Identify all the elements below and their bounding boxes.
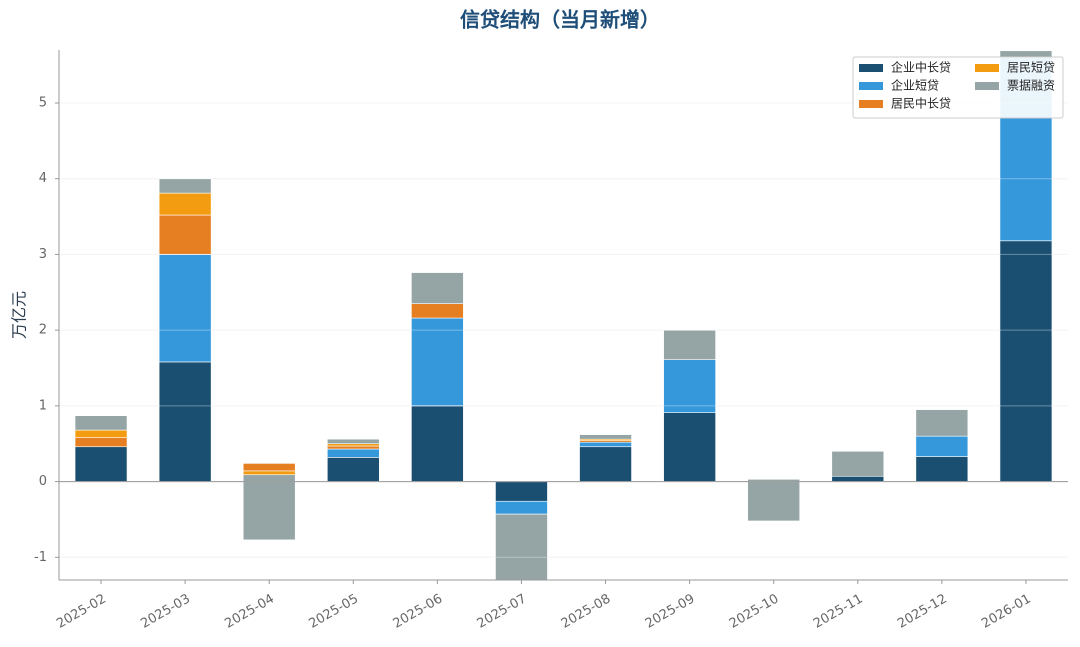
legend-label: 居民中长贷 [891, 96, 951, 111]
bar-segment [411, 303, 464, 319]
bar-segment [663, 412, 716, 482]
bar-segment [242, 474, 296, 541]
x-tick-label: 2025-02 [54, 592, 109, 632]
y-tick-label: 3 [39, 247, 47, 262]
x-tick-label: 2025-10 [727, 592, 782, 632]
x-tick-label: 2025-09 [643, 592, 698, 632]
legend-swatch [975, 64, 999, 72]
bar-segment [831, 475, 885, 482]
bar-segment [915, 435, 969, 457]
bar-segment [747, 478, 801, 522]
bar-segment [579, 434, 632, 440]
bar-segment [411, 272, 464, 304]
bar-segment [158, 254, 212, 363]
bar-segment [326, 457, 380, 482]
bar-segment [915, 456, 969, 482]
bar-segment [326, 443, 380, 447]
legend-label: 居民短贷 [1007, 61, 1055, 75]
bar-segment [242, 470, 296, 476]
x-tick-label: 2025-08 [559, 592, 614, 632]
x-tick-label: 2025-03 [138, 592, 193, 632]
x-tick-label: 2025-11 [811, 592, 866, 632]
y-tick-label: -1 [34, 550, 47, 565]
legend-swatch [859, 82, 883, 90]
legend-label: 票据融资 [1007, 79, 1055, 93]
bar-segment [326, 448, 380, 458]
legend-label: 企业短贷 [891, 78, 939, 93]
y-axis-label: 万亿元 [10, 291, 29, 339]
chart-title: 信贷结构（当月新增） [460, 8, 660, 32]
x-tick-label: 2026-01 [979, 592, 1034, 632]
bar-segment [663, 329, 716, 360]
bar-segment [663, 359, 716, 413]
bar-segment [411, 317, 464, 407]
y-tick-label: 5 [39, 96, 47, 111]
y-tick-label: 1 [39, 398, 47, 413]
y-tick-label: 2 [39, 323, 47, 338]
bar-segment [411, 405, 464, 482]
bar-segment [74, 437, 128, 448]
bar-segment [495, 500, 548, 515]
bar-segment [158, 192, 212, 216]
x-tick-label: 2025-07 [475, 592, 530, 632]
legend-box [852, 56, 1064, 119]
bar-segment [158, 178, 212, 194]
bar-segment [495, 513, 548, 580]
y-tick-label: 4 [39, 171, 47, 186]
bar-segment [158, 361, 212, 482]
legend-label: 企业中长贷 [891, 60, 951, 75]
bar-segment [74, 429, 128, 438]
x-tick-label: 2025-05 [306, 592, 361, 632]
bar-segment [74, 446, 128, 482]
legend-swatch [859, 100, 883, 108]
bar-segment [326, 438, 380, 445]
legend-swatch [975, 82, 999, 90]
bar-segment [915, 409, 969, 437]
y-tick-label: 0 [39, 474, 47, 489]
x-tick-label: 2025-04 [222, 592, 277, 632]
bar-segment [158, 214, 212, 255]
bar-segment [326, 445, 380, 450]
x-tick-label: 2025-06 [391, 592, 446, 632]
bar-segment [242, 463, 296, 472]
bar-segment [999, 240, 1053, 482]
legend-swatch [859, 64, 883, 72]
bar-segment [579, 441, 632, 448]
bar-segment [74, 415, 128, 431]
x-tick-label: 2025-12 [895, 592, 950, 632]
bar-segment [579, 446, 632, 482]
bar-segment [831, 450, 885, 477]
bar-segment [495, 481, 548, 502]
